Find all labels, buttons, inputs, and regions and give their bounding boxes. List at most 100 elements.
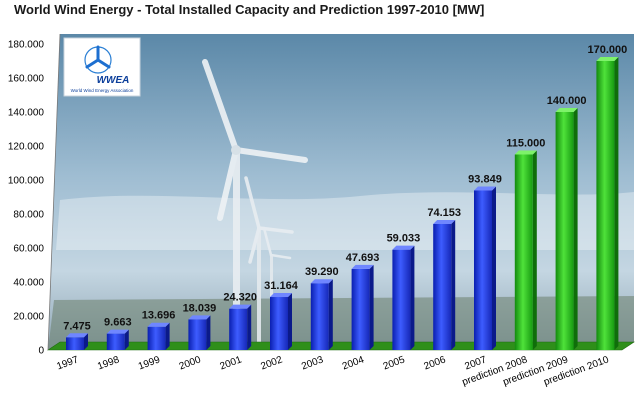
data-label: 93.849 — [468, 173, 502, 185]
bar-top — [229, 304, 252, 309]
bar-side — [369, 264, 374, 350]
x-tick-label: 2003 — [300, 354, 325, 372]
bar-front — [188, 319, 207, 350]
x-tick-label: 1998 — [96, 354, 121, 372]
bar-top — [270, 293, 292, 298]
bar-side — [492, 186, 496, 350]
data-label: 140.000 — [547, 95, 587, 107]
bar-side — [410, 245, 415, 350]
y-tick-label: 0 — [38, 346, 44, 357]
x-axis-ticks: 1997 1998 1999 2000 2001 2002 2003 2004 2005 2006… — [55, 354, 610, 388]
chart-title: World Wind Energy - Total Installed Capa… — [14, 2, 484, 17]
bar-top — [555, 108, 578, 112]
data-label: 59.033 — [387, 233, 421, 245]
x-tick-label: 2001 — [219, 354, 244, 372]
bar-side — [573, 108, 578, 350]
bar-front — [392, 249, 411, 350]
bar-front — [310, 283, 329, 350]
bar-side — [206, 315, 211, 350]
x-tick-label: 1999 — [137, 354, 162, 372]
bar-prediction — [555, 108, 578, 350]
bar-top — [474, 186, 496, 191]
plot-floor — [47, 341, 635, 351]
data-label: 31.164 — [264, 280, 299, 292]
bar-front — [106, 333, 125, 350]
bar-actual — [433, 219, 456, 350]
y-tick-label: 20.000 — [13, 312, 44, 323]
y-tick-label: 80.000 — [13, 210, 44, 221]
wwea-logo: WWEA World Wind Energy Association — [63, 37, 141, 97]
x-tick-label: 2006 — [423, 354, 448, 372]
bar-front — [229, 308, 248, 350]
y-tick-label: 100.000 — [8, 176, 45, 187]
bar-side — [247, 304, 252, 350]
bar-top — [514, 150, 537, 155]
bar-side — [451, 219, 456, 350]
bar-top — [106, 329, 129, 334]
y-axis-ticks: 0 20.000 40.000 60.000 80.000 100.000 120.000 1… — [8, 40, 45, 357]
bar-actual — [351, 264, 374, 350]
logo-name: WWEA — [97, 75, 130, 86]
bar-side — [165, 322, 170, 350]
bar-top — [392, 245, 415, 250]
bar-front — [596, 61, 615, 350]
data-label: 47.693 — [346, 252, 380, 264]
y-axis-line — [47, 33, 61, 351]
y-tick-label: 140.000 — [8, 108, 45, 119]
data-label: 18.039 — [183, 302, 217, 314]
bar-front — [474, 190, 492, 350]
bar-prediction — [596, 57, 619, 350]
bar-front — [433, 223, 452, 350]
x-tick-label: 2002 — [259, 354, 284, 372]
data-label: 7.475 — [63, 320, 91, 332]
bar-actual — [188, 315, 211, 350]
y-tick-label: 60.000 — [13, 244, 44, 255]
data-label: 39.290 — [305, 266, 339, 278]
x-tick-label: 2004 — [341, 354, 366, 372]
bar-series: 7.475 9.663 13.696 18.039 24.320 31.164 39.290… — [63, 44, 627, 350]
data-label: 24.320 — [223, 292, 257, 304]
data-label: 170.000 — [588, 44, 628, 56]
data-label: 9.663 — [104, 317, 132, 329]
data-label: 13.696 — [142, 310, 176, 322]
bar-front — [66, 337, 84, 350]
bar-top — [596, 57, 619, 61]
bar-front — [147, 326, 166, 350]
bar-actual — [392, 245, 415, 350]
bar-top — [66, 333, 88, 338]
logo-subtitle: World Wind Energy Association — [71, 88, 134, 93]
bar-side — [84, 333, 88, 350]
bar-actual — [474, 186, 496, 350]
bar-top — [433, 219, 456, 224]
bar-actual — [147, 322, 170, 350]
bar-side — [124, 329, 129, 350]
y-tick-label: 120.000 — [8, 142, 45, 153]
bar-front — [555, 112, 574, 350]
bar-actual — [66, 333, 88, 350]
y-tick-label: 160.000 — [8, 74, 45, 85]
bar-top — [310, 279, 333, 284]
bar-top — [147, 322, 170, 327]
bar-prediction — [514, 150, 537, 350]
bar-actual — [229, 304, 252, 350]
bar-actual — [106, 329, 129, 350]
bar-side — [288, 293, 292, 350]
y-tick-label: 180.000 — [8, 40, 45, 51]
data-label: 74.153 — [427, 207, 461, 219]
bar-side — [328, 279, 333, 350]
bar-actual — [270, 293, 292, 350]
bar-side — [614, 57, 619, 350]
bar-side — [532, 150, 537, 350]
bar-top — [188, 315, 211, 320]
x-tick-label: 1997 — [55, 354, 80, 372]
y-tick-label: 40.000 — [13, 278, 44, 289]
bar-front — [351, 268, 370, 350]
bar-front — [514, 154, 533, 350]
bar-actual — [310, 279, 333, 350]
bar-front — [270, 297, 288, 350]
bar-top — [351, 264, 374, 269]
x-tick-label: 2000 — [178, 354, 203, 372]
data-label: 115.000 — [506, 138, 545, 150]
x-tick-label: 2005 — [382, 354, 407, 372]
